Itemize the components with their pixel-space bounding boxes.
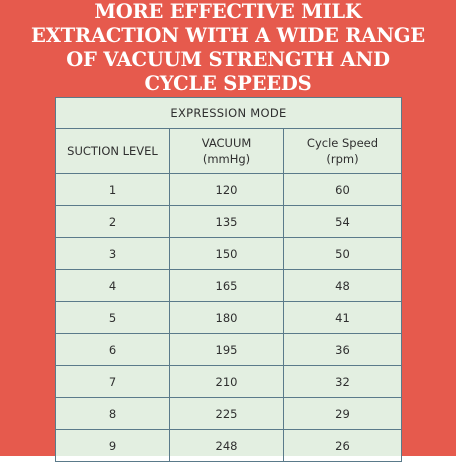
header-vacuum-label: VACUUM (201, 136, 252, 150)
headline: MORE EFFECTIVE MILK EXTRACTION WITH A WI… (0, 0, 456, 96)
cell-level: 3 (55, 237, 170, 270)
cell-speed: 41 (283, 301, 402, 334)
cell-level: 7 (55, 365, 170, 398)
cell-vacuum: 165 (169, 269, 284, 302)
table-row: 6 195 36 (55, 333, 402, 366)
header-cycle-speed: Cycle Speed (rpm) (283, 128, 402, 174)
cell-level: 5 (55, 301, 170, 334)
cell-vacuum: 248 (169, 429, 284, 462)
header-cycle-speed-label: Cycle Speed (306, 136, 379, 150)
table-row: 5 180 41 (55, 301, 402, 334)
mode-title-row: EXPRESSION MODE (55, 97, 402, 129)
cell-speed: 48 (283, 269, 402, 302)
cell-vacuum: 180 (169, 301, 284, 334)
table-row: 7 210 32 (55, 365, 402, 398)
header-vacuum: VACUUM (mmHg) (169, 128, 284, 174)
cell-level: 2 (55, 205, 170, 238)
expression-mode-table: EXPRESSION MODE SUCTION LEVEL VACUUM (mm… (55, 97, 402, 462)
cell-level: 6 (55, 333, 170, 366)
cell-level: 8 (55, 397, 170, 430)
cell-speed: 60 (283, 173, 402, 206)
cell-level: 9 (55, 429, 170, 462)
cell-vacuum: 210 (169, 365, 284, 398)
cell-speed: 50 (283, 237, 402, 270)
cell-level: 4 (55, 269, 170, 302)
headline-line-2: EXTRACTION WITH A WIDE RANGE (31, 24, 425, 47)
headline-line-4: CYCLE SPEEDS (144, 72, 312, 95)
table-row: 4 165 48 (55, 269, 402, 302)
mode-title: EXPRESSION MODE (55, 97, 402, 129)
table-row: 3 150 50 (55, 237, 402, 270)
header-suction-level: SUCTION LEVEL (55, 128, 170, 174)
cell-vacuum: 195 (169, 333, 284, 366)
table-body: 1 120 60 2 135 54 3 150 50 4 165 48 (55, 173, 402, 462)
header-row: SUCTION LEVEL VACUUM (mmHg) Cycle Speed … (55, 128, 402, 174)
headline-line-1: MORE EFFECTIVE MILK (94, 0, 362, 23)
cell-vacuum: 120 (169, 173, 284, 206)
headline-line-3: OF VACUUM STRENGTH AND (66, 48, 390, 71)
cell-speed: 29 (283, 397, 402, 430)
table-row: 2 135 54 (55, 205, 402, 238)
table-panel: EXPRESSION MODE SUCTION LEVEL VACUUM (mm… (55, 97, 402, 462)
cell-speed: 32 (283, 365, 402, 398)
cell-level: 1 (55, 173, 170, 206)
header-vacuum-unit: (mmHg) (202, 152, 251, 166)
cell-speed: 36 (283, 333, 402, 366)
cell-speed: 26 (283, 429, 402, 462)
cell-vacuum: 150 (169, 237, 284, 270)
table-row: 8 225 29 (55, 397, 402, 430)
table-row: 9 248 26 (55, 429, 402, 462)
cell-vacuum: 135 (169, 205, 284, 238)
header-cycle-speed-unit: (rpm) (326, 152, 359, 166)
table-row: 1 120 60 (55, 173, 402, 206)
cell-speed: 54 (283, 205, 402, 238)
cell-vacuum: 225 (169, 397, 284, 430)
